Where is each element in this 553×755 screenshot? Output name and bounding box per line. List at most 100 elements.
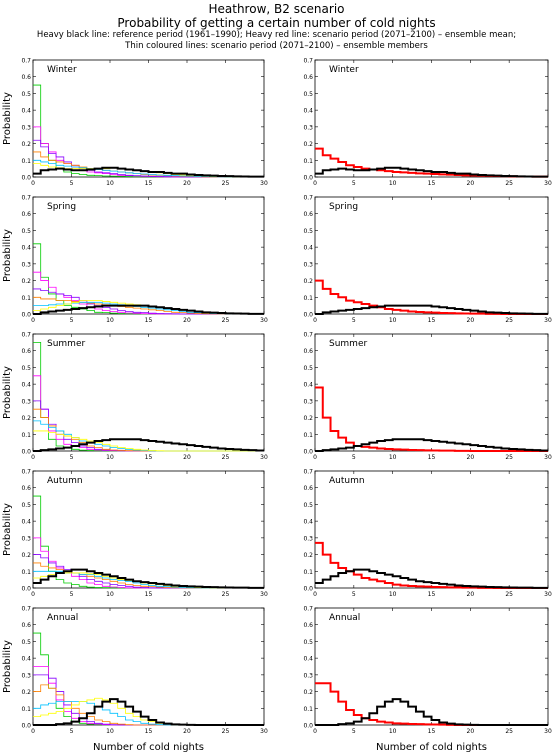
panel-autumn-members-xtick-label: 20 [183, 591, 191, 598]
panel-winter-mean-xtick-label: 10 [389, 180, 397, 187]
panel-annual-mean-xtick-label: 10 [389, 728, 397, 735]
panel-autumn-members-xtick-label: 25 [222, 591, 230, 598]
x-axis-label-right: Number of cold nights [376, 742, 487, 753]
panel-annual-members-ytick-label: 0.2 [21, 689, 31, 696]
panel-summer-members-ytick-label: 0.2 [21, 415, 31, 422]
panel-winter-members-ytick-label: 0.5 [21, 91, 31, 98]
panel-summer-mean-xtick-label: 20 [467, 454, 475, 461]
panel-annual-members-xtick-label: 0 [31, 728, 35, 735]
panel-winter-mean-xtick-label: 30 [544, 180, 552, 187]
panel-autumn-members-xtick-label: 30 [260, 591, 268, 598]
panel-summer-members-ytick-label: 0.6 [21, 348, 31, 355]
panel-winter-mean-xtick-label: 15 [428, 180, 436, 187]
panel-annual-members-xtick-label: 20 [183, 728, 191, 735]
panel-autumn-members-ytick-label: 0.6 [21, 485, 31, 492]
panel-summer-members-xtick-label: 20 [183, 454, 191, 461]
panel-annual-mean-xtick-label: 30 [544, 728, 552, 735]
panel-winter-members-member-line [33, 151, 264, 178]
panel-spring-mean-season-label: Spring [329, 202, 358, 212]
panel-spring-mean-xtick-label: 25 [505, 317, 513, 324]
panel-spring-members-xtick-label: 30 [260, 317, 268, 324]
panel-winter-mean-ytick-label: 0.3 [303, 124, 313, 131]
panel-autumn-members-member-line [33, 495, 264, 589]
panel-spring-mean-ytick-label: 0.0 [303, 312, 313, 319]
panel-annual-members-reference-line [33, 698, 264, 726]
panel-winter-mean-ytick-label: 0.1 [303, 158, 313, 165]
panel-winter-members-ytick-label: 0.6 [21, 74, 31, 81]
y-axis-label: Probability [2, 229, 13, 282]
panel-spring-members-ytick-label: 0.0 [21, 312, 31, 319]
panel-winter-members-ytick-label: 0.3 [21, 124, 31, 131]
panel-autumn-mean-xtick-label: 10 [389, 591, 397, 598]
panel-annual-members-xtick-label: 30 [260, 728, 268, 735]
panel-autumn-mean-xtick-label: 15 [428, 591, 436, 598]
panel-winter-members-xtick-label: 10 [106, 180, 114, 187]
panel-annual-members-ytick-label: 0.1 [21, 706, 31, 713]
panel-winter-mean-ytick-label: 0.4 [303, 108, 313, 115]
panel-autumn-mean-ytick-label: 0.0 [303, 586, 313, 593]
panel-winter-members-xtick-label: 30 [260, 180, 268, 187]
panel-summer-mean-xtick-label: 5 [352, 454, 356, 461]
panel-autumn-mean-ytick-label: 0.5 [303, 502, 313, 509]
panel-spring-members-reference-line [33, 304, 264, 315]
panel-autumn-mean-xtick-label: 0 [313, 591, 317, 598]
panel-summer-members-xtick-label: 15 [145, 454, 153, 461]
panel-summer-mean-xtick-label: 10 [389, 454, 397, 461]
panel-summer-members-xtick-label: 10 [106, 454, 114, 461]
panel-winter-members-ytick-label: 0.2 [21, 141, 31, 148]
y-axis-label: Probability [2, 640, 13, 693]
panel-annual-members-ytick-label: 0.0 [21, 723, 31, 730]
panel-summer-members-member-line [33, 408, 264, 452]
panel-summer-members-ytick-label: 0.1 [21, 432, 31, 439]
panel-autumn-members-xtick-label: 10 [106, 591, 114, 598]
panel-summer-members-xtick-label: 25 [222, 454, 230, 461]
panel-spring-mean-xtick-label: 10 [389, 317, 397, 324]
x-axis-label-left: Number of cold nights [93, 742, 204, 753]
panel-summer-mean-season-label: Summer [329, 339, 367, 349]
chart-header: Heathrow, B2 scenario Probability of get… [0, 0, 553, 52]
panel-winter-members-ytick-label: 0.1 [21, 158, 31, 165]
panel-winter-mean-xtick-label: 0 [313, 180, 317, 187]
panel-autumn-members-ytick-label: 0.5 [21, 502, 31, 509]
panel-summer-members-xtick-label: 30 [260, 454, 268, 461]
panel-autumn-members-member-line [33, 537, 264, 589]
panel-annual-members-xtick-label: 25 [222, 728, 230, 735]
panel-annual-members-ytick-label: 0.7 [21, 606, 31, 613]
panel-annual-members-ytick-label: 0.3 [21, 672, 31, 679]
panel-winter-mean-ytick-label: 0.7 [303, 58, 313, 65]
panel-autumn-members-xtick-label: 5 [70, 591, 74, 598]
panel-summer-mean-ytick-label: 0.4 [303, 382, 313, 389]
panel-autumn-members-member-line [33, 570, 264, 589]
panel-autumn-members-reference-line [33, 568, 264, 589]
panel-summer-mean-mean-line [315, 386, 548, 452]
panel-spring-members-ytick-label: 0.2 [21, 278, 31, 285]
panel-annual-mean-ytick-label: 0.5 [303, 639, 313, 646]
panel-summer-mean-ytick-label: 0.7 [303, 332, 313, 339]
panel-autumn-mean-ytick-label: 0.2 [303, 552, 313, 559]
panel-spring-members-frame [32, 196, 265, 315]
panel-autumn-mean-ytick-label: 0.4 [303, 519, 313, 526]
panel-spring-mean-xtick-label: 0 [313, 317, 317, 324]
panel-winter-members-xtick-label: 5 [70, 180, 74, 187]
panel-spring-mean-ytick-label: 0.1 [303, 295, 313, 302]
panel-annual-mean-xtick-label: 0 [313, 728, 317, 735]
panel-spring-mean-reference-line [315, 304, 548, 315]
panel-spring-members-ytick-label: 0.7 [21, 195, 31, 202]
panel-autumn-mean-ytick-label: 0.3 [303, 535, 313, 542]
panel-spring-members-xtick-label: 15 [145, 317, 153, 324]
panel-summer-members-reference-line [33, 438, 264, 452]
panel-annual-members-season-label: Annual [47, 613, 78, 623]
panel-summer-members-ytick-label: 0.4 [21, 382, 31, 389]
panel-annual-mean-xtick-label: 15 [428, 728, 436, 735]
panel-winter-mean-xtick-label: 5 [352, 180, 356, 187]
panel-winter-members-xtick-label: 20 [183, 180, 191, 187]
panel-annual-members-xtick-label: 15 [145, 728, 153, 735]
panel-winter-mean-ytick-label: 0.6 [303, 74, 313, 81]
panel-winter-mean-ytick-label: 0.2 [303, 141, 313, 148]
panel-spring-mean-xtick-label: 5 [352, 317, 356, 324]
panel-autumn-members-ytick-label: 0.3 [21, 535, 31, 542]
chart-title: Heathrow, B2 scenario [208, 2, 345, 16]
panel-autumn-mean-ytick-label: 0.1 [303, 569, 313, 576]
panel-summer-members-frame [32, 333, 265, 452]
panel-autumn-mean-xtick-label: 30 [544, 591, 552, 598]
